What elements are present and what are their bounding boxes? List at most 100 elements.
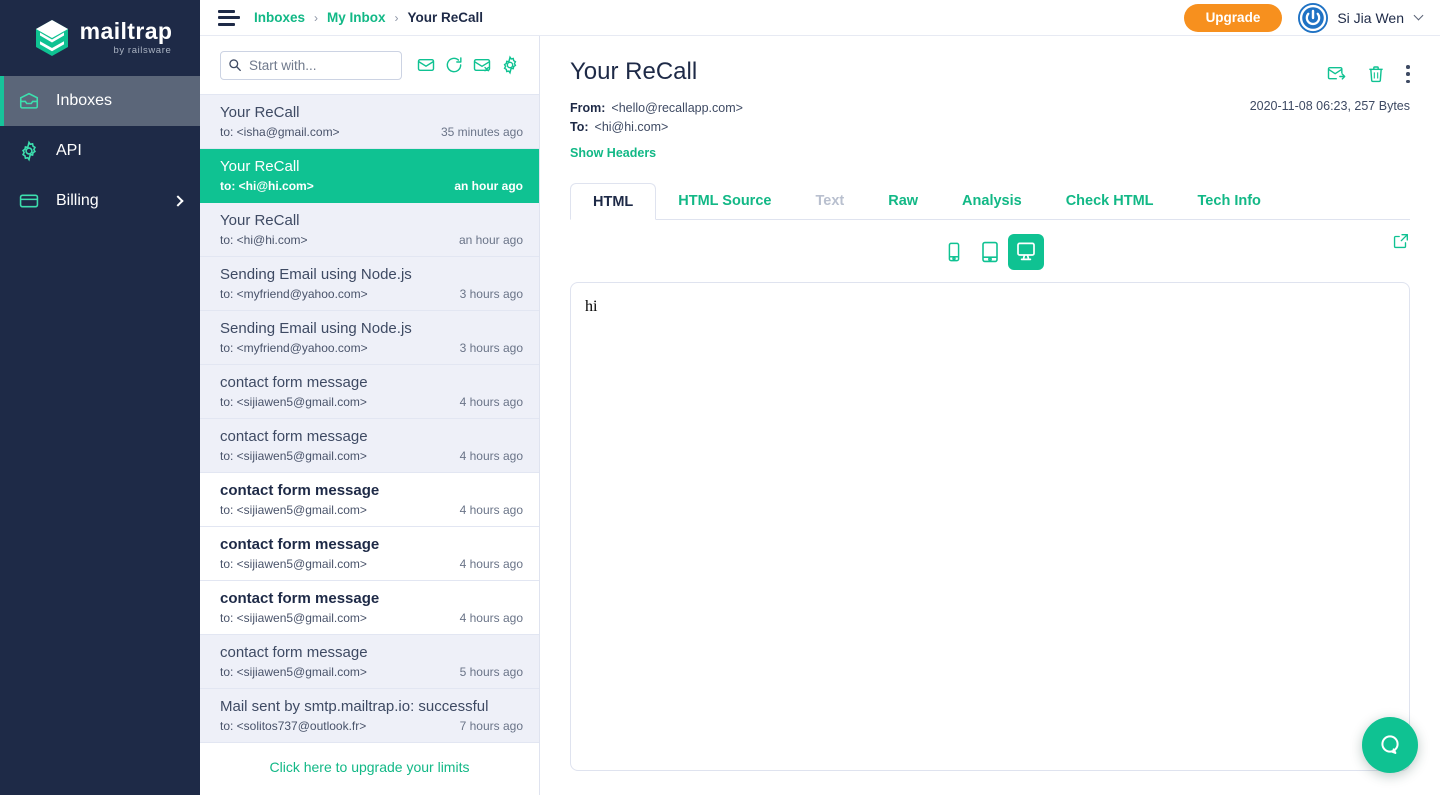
message-subject: contact form message	[220, 589, 380, 607]
message-list-item[interactable]: contact form message to: <sijiawen5@gmail…	[200, 473, 539, 527]
message-meta: to: <hi@hi.com> an hour ago	[220, 179, 523, 193]
user-name: Si Jia Wen	[1337, 9, 1404, 26]
sidebar: mailtrap by railsware Inboxes API	[0, 0, 200, 795]
sidebar-item-label: Inboxes	[56, 92, 113, 109]
forward-icon[interactable]	[1326, 64, 1346, 84]
message-time: 35 minutes ago	[440, 125, 523, 140]
message-meta: to: <myfriend@yahoo.com> 3 hours ago	[220, 287, 523, 301]
show-headers-link[interactable]: Show Headers	[570, 146, 657, 161]
trash-icon[interactable]	[1366, 64, 1386, 84]
breadcrumb-item-inboxes[interactable]: Inboxes	[254, 10, 306, 25]
tablet-view-icon	[982, 242, 998, 263]
message-list-item[interactable]: contact form message to: <sijiawen5@gmail…	[200, 365, 539, 419]
to-value: <hi@hi.com>	[594, 119, 669, 134]
message-list-item[interactable]: Sending Email using Node.js to: <myfriend…	[200, 257, 539, 311]
detail-header: Your ReCall	[570, 36, 1410, 221]
hamburger-menu-icon[interactable]	[218, 9, 240, 26]
message-list-item[interactable]: Your ReCall to: <hi@hi.com> an hour ago	[200, 149, 539, 203]
message-recipient: to: <sijiawen5@gmail.com>	[220, 665, 367, 680]
refresh-icon[interactable]	[444, 55, 464, 75]
mobile-view-button[interactable]	[936, 234, 972, 270]
message-recipient: to: <sijiawen5@gmail.com>	[220, 611, 367, 626]
message-subject: Your ReCall	[220, 157, 300, 175]
from-label: From:	[570, 100, 606, 115]
detail-actions	[1326, 58, 1410, 84]
help-beacon-button[interactable]	[1362, 717, 1418, 773]
message-list-item[interactable]: Your ReCall to: <hi@hi.com> an hour ago	[200, 203, 539, 257]
tab-tech-info[interactable]: Tech Info	[1197, 193, 1261, 210]
device-preview-toolbar	[570, 220, 1410, 282]
breadcrumb-item-my-inbox[interactable]: My Inbox	[327, 10, 386, 25]
desktop-view-icon	[1017, 242, 1035, 261]
message-time: 4 hours ago	[459, 395, 523, 410]
brand-logo[interactable]: mailtrap by railsware	[0, 0, 200, 76]
message-meta: to: <hi@hi.com> an hour ago	[220, 233, 523, 247]
sidebar-item-inboxes[interactable]: Inboxes	[0, 76, 200, 126]
message-time: 7 hours ago	[459, 719, 523, 734]
message-detail-panel: Your ReCall	[540, 36, 1440, 795]
settings-gear-icon[interactable]	[500, 55, 520, 75]
message-list-item[interactable]: contact form message to: <sijiawen5@gmail…	[200, 581, 539, 635]
open-in-new-window-icon[interactable]	[1392, 232, 1410, 250]
message-subject: contact form message	[220, 373, 368, 391]
detail-tabs[interactable]: HTML HTML Source Text Raw Analysis Check HTML…	[570, 183, 1410, 221]
message-meta: to: <sijiawen5@gmail.com> 5 hours ago	[220, 665, 523, 679]
user-menu[interactable]: Si Jia Wen	[1298, 2, 1424, 33]
tab-check-html[interactable]: Check HTML	[1065, 193, 1154, 210]
message-time: 4 hours ago	[459, 611, 523, 626]
message-recipient: to: <sijiawen5@gmail.com>	[220, 557, 367, 572]
message-list-item[interactable]: Sending Email using Node.js to: <myfriend…	[200, 311, 539, 365]
message-subject: contact form message	[220, 643, 368, 661]
tab-analysis[interactable]: Analysis	[962, 193, 1022, 210]
search-input[interactable]	[220, 50, 402, 80]
message-time: an hour ago	[458, 233, 523, 248]
message-meta: to: <sijiawen5@gmail.com> 4 hours ago	[220, 611, 523, 625]
sidebar-item-label: Billing	[56, 192, 99, 209]
sidebar-item-label: API	[56, 142, 82, 159]
more-options-icon[interactable]	[1406, 65, 1410, 83]
body-split: Your ReCall to: <isha@gmail.com> 35 minute…	[200, 36, 1440, 795]
message-list-item[interactable]: Mail sent by smtp.mailtrap.io: successfu…	[200, 689, 539, 742]
message-time: an hour ago	[454, 179, 523, 194]
message-subject: Sending Email using Node.js	[220, 265, 412, 283]
message-list-item[interactable]: contact form message to: <sijiawen5@gmail…	[200, 635, 539, 689]
message-time: 5 hours ago	[459, 665, 523, 680]
list-toolbar	[200, 36, 539, 94]
delete-all-icon[interactable]	[472, 55, 492, 75]
message-list[interactable]: Your ReCall to: <isha@gmail.com> 35 minute…	[200, 94, 539, 742]
breadcrumb-separator: ›	[394, 10, 399, 25]
topbar: Inboxes › My Inbox › Your ReCall Upgrade…	[200, 0, 1440, 36]
tablet-view-button[interactable]	[972, 234, 1008, 270]
email-preview-frame[interactable]: hi	[570, 282, 1410, 771]
message-recipient: to: <myfriend@yahoo.com>	[220, 341, 368, 356]
message-time: 4 hours ago	[459, 503, 523, 518]
list-footer: Click here to upgrade your limits	[200, 742, 539, 795]
gear-icon	[22, 140, 36, 162]
topbar-right: Upgrade Si Jia Wen	[1183, 2, 1424, 33]
upgrade-limits-link[interactable]: Click here to upgrade your limits	[269, 759, 470, 775]
upgrade-button[interactable]: Upgrade	[1183, 3, 1283, 32]
tab-html[interactable]: HTML	[570, 183, 657, 221]
message-recipient: to: <hi@hi.com>	[220, 179, 314, 194]
desktop-view-button[interactable]	[1008, 234, 1044, 271]
tab-html-source[interactable]: HTML Source	[678, 193, 772, 210]
help-chat-icon	[1381, 735, 1399, 754]
message-subject: Your ReCall	[220, 103, 300, 121]
message-recipient: to: <sijiawen5@gmail.com>	[220, 395, 367, 410]
inbox-icon	[19, 92, 39, 109]
address-block: From: <hello@recallapp.com> To: <hi@hi.com…	[570, 99, 1410, 163]
sidebar-item-billing[interactable]: Billing	[0, 176, 200, 226]
message-subject: Sending Email using Node.js	[220, 319, 412, 337]
tab-raw[interactable]: Raw	[888, 193, 919, 210]
message-list-item[interactable]: contact form message to: <sijiawen5@gmail…	[200, 419, 539, 473]
message-recipient: to: <hi@hi.com>	[220, 233, 308, 248]
message-time: 4 hours ago	[459, 449, 523, 464]
sidebar-item-api[interactable]: API	[0, 126, 200, 176]
mark-all-read-icon[interactable]	[416, 55, 436, 75]
message-list-item[interactable]: contact form message to: <sijiawen5@gmail…	[200, 527, 539, 581]
message-time: 3 hours ago	[459, 287, 523, 302]
breadcrumb: Inboxes › My Inbox › Your ReCall	[254, 10, 483, 25]
message-list-item[interactable]: Your ReCall to: <isha@gmail.com> 35 minute…	[200, 95, 539, 149]
to-line: To: <hi@hi.com>	[570, 118, 1410, 137]
brand-name: mailtrap	[79, 18, 173, 45]
